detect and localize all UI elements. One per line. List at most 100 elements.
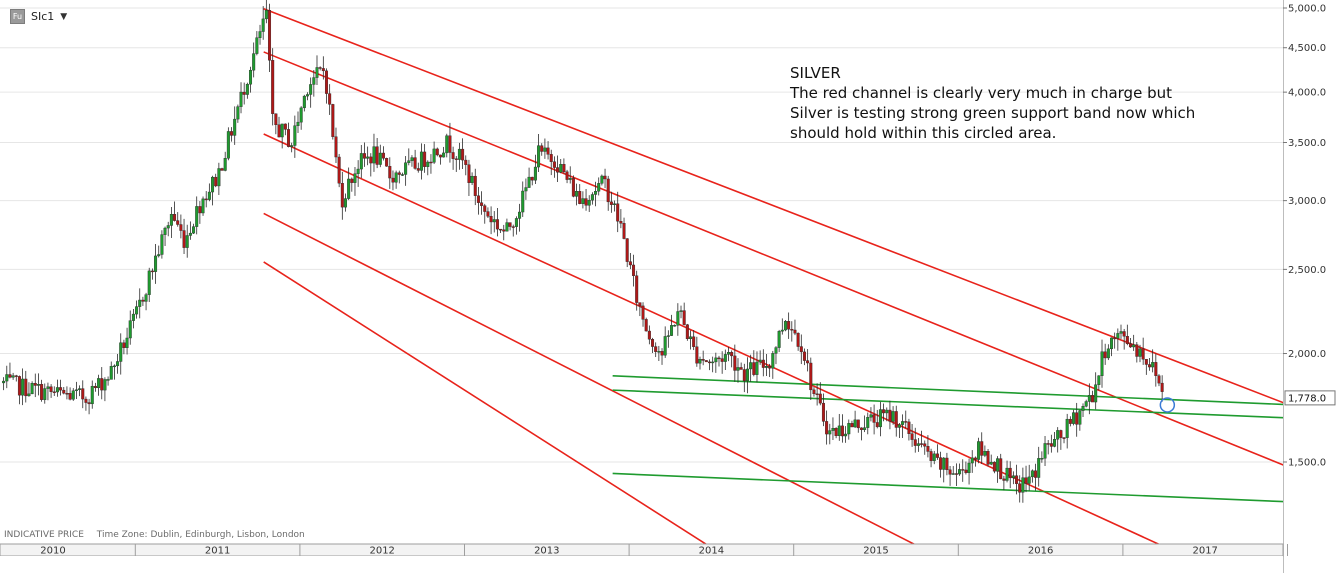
candle-body (701, 359, 705, 361)
candle-body (764, 366, 768, 368)
candle-body (236, 106, 240, 120)
green-support-line (612, 389, 1283, 419)
candle-body (461, 148, 465, 161)
candle-body (429, 161, 433, 164)
candle-body (1037, 458, 1041, 478)
price-axis[interactable]: 5,000.0 4,500.0 4,000.0 3,500.0 3,000.0 2,500… (1283, 0, 1337, 573)
candle-body (385, 158, 389, 167)
candle-body (647, 330, 651, 340)
candle-body (904, 421, 908, 423)
last-price-label: 1,778.0 (1288, 393, 1326, 404)
candle-body (350, 178, 354, 183)
caret-down-icon[interactable]: ▼ (60, 11, 68, 22)
candle-body (859, 427, 863, 430)
candle-body (480, 202, 484, 206)
candle-body (299, 107, 303, 123)
candle-body (1132, 344, 1136, 348)
candle-body (888, 409, 892, 422)
candle-body (625, 238, 629, 262)
candle-body (223, 158, 227, 171)
candle-body (844, 433, 848, 437)
y-tick-label: 2,500.0 (1288, 265, 1326, 276)
candle-body (828, 430, 832, 435)
candle-body (882, 409, 886, 414)
candle-body (407, 160, 411, 163)
candle-body (204, 198, 208, 201)
candle-body (670, 325, 674, 336)
candle-body (524, 187, 528, 192)
candle-body (1024, 477, 1028, 484)
candle-body (454, 158, 458, 160)
candle-body (730, 352, 734, 357)
candle-body (806, 360, 810, 364)
candle-body (293, 125, 297, 146)
candle-body (1135, 344, 1139, 357)
candle-body (74, 389, 78, 391)
candle-body (49, 386, 53, 392)
candle-body (21, 378, 25, 396)
candle-body (891, 411, 895, 422)
candle-body (581, 198, 585, 204)
annotation-marks (1159, 397, 1176, 413)
candle-body (1157, 375, 1161, 384)
candle-body (492, 219, 496, 223)
symbol-selector[interactable]: Fu SIc1 ▼ (10, 9, 67, 24)
candle-body (603, 175, 607, 180)
candle-body (799, 346, 803, 353)
candle-body (590, 194, 594, 201)
candle-body (290, 145, 294, 147)
candle-body (198, 206, 202, 214)
y-tick-label: 2,000.0 (1288, 349, 1326, 360)
candle-body (774, 347, 778, 354)
candle-body (78, 388, 82, 390)
candle-body (1078, 410, 1082, 425)
candle-body (166, 225, 170, 229)
candle-body (157, 254, 161, 257)
annotation-line-1: The red channel is clearly very much in … (790, 84, 1172, 102)
candle-body (14, 375, 18, 377)
candle-body (315, 67, 319, 78)
candle-body (1049, 443, 1053, 447)
x-tick-label: 2015 (863, 546, 888, 557)
candle-body (679, 310, 683, 312)
candle-body (1065, 418, 1069, 438)
candle-body (717, 357, 721, 360)
candle-body (578, 191, 582, 204)
candle-body (1097, 375, 1101, 385)
candle-body (448, 135, 452, 153)
candle-body (239, 91, 243, 107)
candle-body (597, 183, 601, 192)
candle-body (777, 331, 781, 348)
candle-body (1147, 364, 1151, 368)
candle-body (562, 164, 566, 173)
candle-body (1081, 406, 1085, 411)
candle-body (977, 441, 981, 460)
candle-body (508, 222, 512, 227)
candle-body (334, 136, 338, 158)
candle-body (540, 145, 544, 152)
candle-body (302, 95, 306, 109)
candle-body (359, 153, 363, 170)
candle-body (698, 359, 702, 364)
candle-body (144, 294, 148, 302)
candle-body (726, 352, 730, 355)
candle-body (331, 104, 335, 137)
candle-body (537, 145, 541, 168)
candle-body (369, 156, 373, 164)
candle-body (46, 386, 50, 389)
candle-body (252, 53, 256, 71)
last-price-box (1284, 390, 1336, 406)
symbol-label[interactable]: SIc1 (31, 10, 55, 23)
candle-body (1062, 437, 1066, 439)
time-axis[interactable]: 2010 2011 2012 2013 2014 2015 2016 2017 (0, 543, 1288, 573)
candle-body (249, 69, 253, 85)
candle-body (695, 346, 699, 364)
candle-body (312, 77, 316, 85)
x-tick-label: 2016 (1028, 546, 1053, 557)
candle-body (932, 453, 936, 461)
candle-body (802, 351, 806, 361)
candle-body (502, 229, 506, 232)
candle-body (182, 230, 186, 248)
candle-body (122, 342, 126, 348)
